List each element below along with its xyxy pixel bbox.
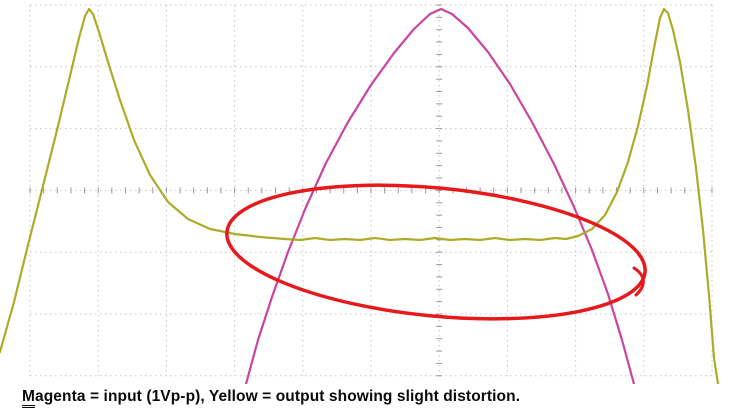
- caption-first-letter: M: [22, 388, 36, 408]
- oscilloscope-plot: [0, 4, 720, 384]
- caption-text: agenta = input (1Vp-p), Yellow = output …: [35, 388, 521, 405]
- caption: Magenta = input (1Vp-p), Yellow = output…: [22, 388, 521, 408]
